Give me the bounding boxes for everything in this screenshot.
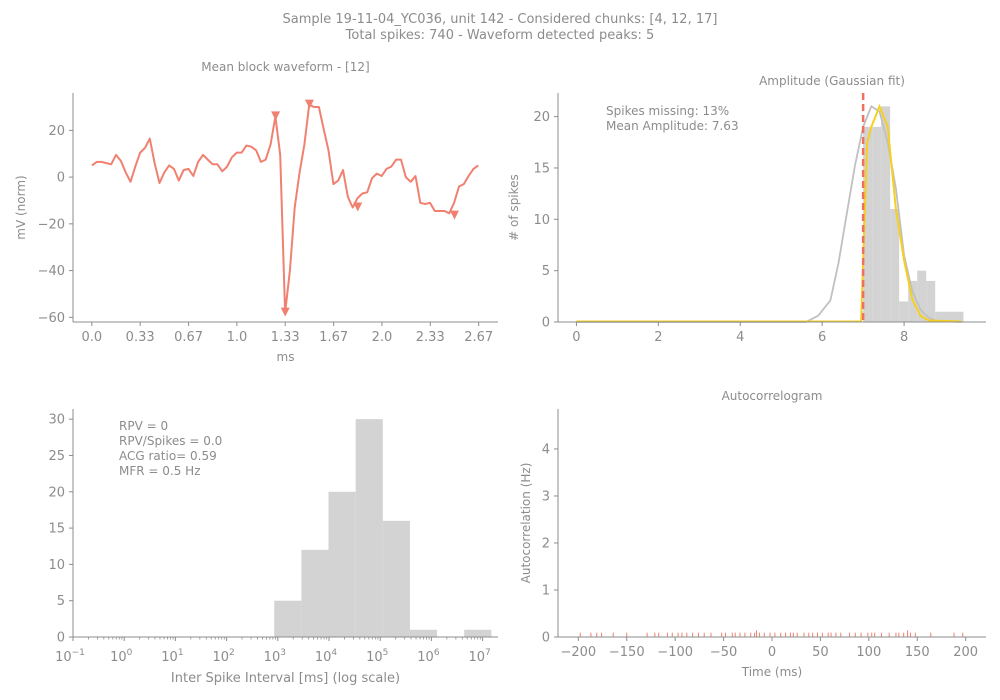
isi-x-tick-label: 10−1: [55, 648, 85, 665]
isi-x-tick-label: 103: [264, 648, 286, 665]
acg-x-tick-label: 100: [856, 645, 881, 660]
waveform-x-axis-label: ms: [277, 350, 295, 364]
isi-annotation-line: ACG ratio= 0.59: [119, 449, 217, 463]
acg-y-tick-label: 4: [542, 442, 550, 457]
waveform-x-tick-label: 0.67: [174, 330, 203, 345]
amplitude-gaussian-full-line: [576, 104, 962, 323]
amplitude-bar: [899, 301, 909, 322]
acg-x-tick-label: −100: [657, 645, 693, 660]
waveform-line: [91, 103, 479, 314]
acg-y-axis-label: Autocorrelation (Hz): [519, 463, 533, 584]
amplitude-y-tick-label: 15: [533, 161, 550, 176]
amplitude-y-tick-label: 20: [533, 110, 550, 125]
acg-y-tick-label: 0: [542, 631, 550, 646]
waveform-x-tick-label: 1.33: [271, 330, 300, 345]
isi-y-tick-label: 10: [48, 558, 65, 573]
amplitude-bar: [872, 126, 882, 322]
waveform-x-tick-label: 2.0: [372, 330, 393, 345]
amplitude-annotation-mean: Mean Amplitude: 7.63: [606, 119, 739, 133]
waveform-y-tick-label: −60: [38, 311, 65, 326]
waveform-peak-marker: [449, 210, 459, 220]
amplitude-bar: [935, 311, 964, 322]
waveform-x-tick-label: 1.0: [227, 330, 248, 345]
isi-y-tick-label: 25: [48, 449, 65, 464]
isi-x-tick-label: 105: [366, 648, 388, 665]
isi-y-tick-label: 5: [57, 594, 65, 609]
acg-x-tick-label: −50: [710, 645, 737, 660]
amplitude-y-axis-label: # of spikes: [507, 174, 521, 241]
amplitude-bar: [863, 126, 873, 322]
waveform-x-tick-label: 2.67: [464, 330, 493, 345]
acg-x-tick-label: 150: [905, 645, 930, 660]
amplitude-bar: [917, 270, 927, 322]
waveform-x-tick-label: 0.33: [126, 330, 155, 345]
amplitude-bar: [881, 106, 891, 322]
waveform-x-tick-label: 0.0: [82, 330, 103, 345]
isi-x-tick-label: 107: [468, 648, 490, 665]
isi-annotation-line: RPV/Spikes = 0.0: [119, 434, 222, 448]
isi-x-axis-label: Inter Spike Interval [ms] (log scale): [171, 671, 400, 686]
acg-x-tick-label: 50: [812, 645, 829, 660]
isi-x-tick-label: 100: [110, 648, 133, 665]
acg-y-tick-label: 1: [542, 583, 550, 598]
isi-y-tick-label: 20: [48, 485, 65, 500]
acg-x-tick-label: −200: [560, 645, 596, 660]
waveform-peak-marker: [280, 307, 290, 317]
acg-y-tick-label: 3: [542, 489, 550, 504]
isi-bar: [274, 600, 302, 637]
waveform-y-tick-label: 0: [57, 171, 65, 186]
isi-x-tick-label: 102: [212, 648, 234, 665]
waveform-y-tick-label: −40: [38, 264, 65, 279]
amplitude-title: Amplitude (Gaussian fit): [759, 74, 905, 88]
waveform-title: Mean block waveform - [12]: [201, 60, 369, 74]
waveform-x-tick-label: 2.33: [416, 330, 445, 345]
figure-title-line2: Total spikes: 740 - Waveform detected pe…: [345, 28, 655, 43]
isi-y-tick-label: 0: [57, 631, 65, 646]
waveform-y-tick-label: −20: [38, 217, 65, 232]
acg-title: Autocorrelogram: [722, 389, 823, 403]
waveform-y-axis-label: mV (norm): [14, 175, 28, 239]
amplitude-y-tick-label: 0: [542, 316, 550, 331]
figure-title-line1: Sample 19-11-04_YC036, unit 142 - Consid…: [282, 12, 718, 27]
amplitude-x-tick-label: 6: [818, 330, 826, 345]
waveform-peak-marker: [353, 202, 363, 212]
amplitude-bar: [890, 209, 900, 322]
amplitude-x-tick-label: 8: [900, 330, 908, 345]
waveform-y-tick-label: 20: [48, 124, 65, 139]
amplitude-annotation-missing: Spikes missing: 13%: [606, 104, 729, 118]
waveform-x-tick-label: 1.67: [319, 330, 348, 345]
isi-x-tick-label: 106: [417, 648, 440, 665]
amplitude-gaussian-fit-line: [576, 103, 962, 323]
isi-annotation-line: RPV = 0: [119, 419, 168, 433]
isi-x-tick-label: 101: [161, 648, 183, 665]
amplitude-x-tick-label: 4: [736, 330, 744, 345]
isi-y-tick-label: 15: [48, 522, 65, 537]
amplitude-y-tick-label: 10: [533, 213, 550, 228]
amplitude-bar: [926, 280, 936, 322]
amplitude-x-tick-label: 2: [654, 330, 662, 345]
acg-y-tick-label: 2: [542, 536, 550, 551]
isi-annotation-line: MFR = 0.5 Hz: [119, 464, 201, 478]
acg-x-axis-label: Time (ms): [741, 665, 803, 679]
amplitude-x-tick-label: 0: [572, 330, 580, 345]
isi-bar: [355, 419, 383, 637]
isi-bar: [328, 491, 356, 637]
waveform-peak-marker: [271, 111, 281, 121]
isi-bar: [464, 629, 492, 637]
acg-x-tick-label: 0: [768, 645, 776, 660]
isi-y-tick-label: 30: [48, 413, 65, 428]
isi-x-tick-label: 104: [315, 648, 338, 665]
amplitude-y-tick-label: 5: [542, 264, 550, 279]
isi-bar: [301, 549, 329, 637]
waveform-peak-marker: [304, 99, 314, 109]
acg-x-tick-label: 200: [953, 645, 978, 660]
acg-x-tick-label: −150: [609, 645, 645, 660]
isi-bar: [382, 520, 410, 637]
isi-bar: [409, 629, 438, 637]
